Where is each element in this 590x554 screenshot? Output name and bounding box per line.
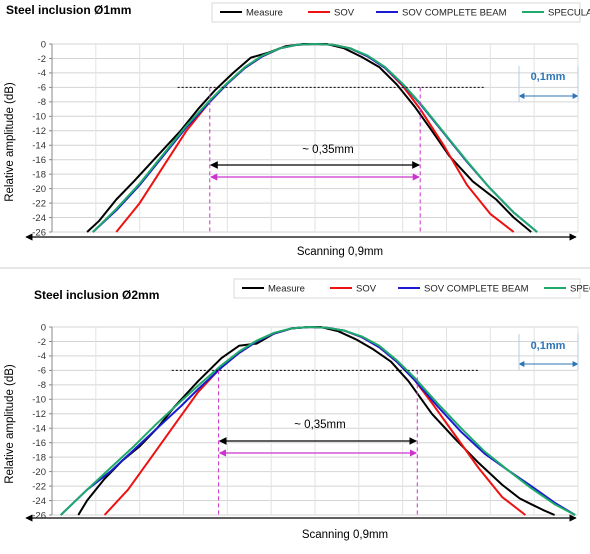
panel-1-y-axis: 0 -2 -4 -6 -8 -10 -12 -14 -16 -18 -20 -22 -24 -26: [32, 39, 53, 238]
legend-label: Measure: [246, 8, 283, 19]
y-tick-label: 0: [41, 322, 46, 333]
panel-1-series: [86, 43, 538, 233]
panel-2: Steel inclusion Ø2mm Measure SOV SOV COMPL…: [4, 278, 590, 541]
y-tick-label: -16: [32, 438, 46, 449]
y-tick-label: -16: [32, 155, 46, 166]
series-line: [60, 326, 576, 516]
panel-2-ruler-label: 0,1mm: [531, 340, 566, 352]
panel-1-ruler-label: 0,1mm: [531, 71, 566, 83]
panel-2-scan-label: Scanning 0,9mm: [302, 529, 388, 541]
y-tick-label: -2: [38, 54, 46, 65]
y-tick-label: -20: [32, 467, 46, 478]
y-tick-label: -6: [38, 366, 46, 377]
legend-label: SOV COMPLETE BEAM: [402, 8, 507, 19]
panel-1-scan-label: Scanning 0,9mm: [297, 246, 383, 258]
panel-1: Steel inclusion Ø1mm Measure SOV SOV COMPL…: [4, 2, 590, 258]
panel-2-annotations: [25, 334, 579, 522]
panel-2-legend: Measure SOV SOV COMPLETE BEAM SPECULAR: [233, 278, 590, 299]
panel-2-width-label: ~ 0,35mm: [294, 419, 345, 431]
y-tick-label: -8: [38, 97, 46, 108]
legend-label: SOV: [356, 284, 377, 295]
legend-label: SOV COMPLETE BEAM: [424, 284, 529, 295]
panel-1-y-axis-label: Relative amplitude (dB): [4, 82, 16, 202]
panel-2-title: Steel inclusion Ø2mm: [34, 288, 159, 302]
panel-2-series: [60, 326, 576, 516]
y-tick-label: -22: [32, 481, 46, 492]
y-tick-label: -12: [32, 409, 46, 420]
y-tick-label: -20: [32, 184, 46, 195]
panel-1-legend: Measure SOV SOV COMPLETE BEAM SPECULAR: [211, 2, 590, 23]
panel-1-annotations: [25, 66, 579, 241]
series-line: [92, 43, 538, 233]
y-tick-label: -18: [32, 452, 46, 463]
legend-label: SOV: [334, 8, 355, 19]
legend-label: Measure: [268, 284, 305, 295]
y-tick-label: -18: [32, 169, 46, 180]
y-tick-label: -24: [32, 496, 46, 507]
legend-label: SPECULAR: [570, 284, 590, 295]
panel-1-width-label: ~ 0,35mm: [302, 144, 353, 156]
y-tick-label: -4: [38, 351, 46, 362]
y-tick-label: -2: [38, 337, 46, 348]
panel-1-title: Steel inclusion Ø1mm: [6, 3, 131, 17]
panel-2-y-axis-label: Relative amplitude (dB): [4, 364, 16, 484]
y-tick-label: -24: [32, 213, 46, 224]
y-tick-label: 0: [41, 39, 46, 50]
y-tick-label: -26: [32, 510, 46, 521]
y-tick-label: -10: [32, 395, 46, 406]
y-tick-label: -14: [32, 424, 46, 435]
panel-2-y-axis: 0 -2 -4 -6 -8 -10 -12 -14 -16 -18 -20 -22 -24 -26: [32, 322, 53, 521]
y-tick-label: -6: [38, 83, 46, 94]
y-tick-label: -4: [38, 68, 46, 79]
legend-label: SPECULAR: [548, 8, 590, 19]
y-tick-label: -22: [32, 198, 46, 209]
y-tick-label: -14: [32, 141, 46, 152]
y-tick-label: -8: [38, 380, 46, 391]
y-tick-label: -10: [32, 112, 46, 123]
series-line: [86, 43, 532, 233]
y-tick-label: -12: [32, 126, 46, 137]
y-tick-label: -26: [32, 227, 46, 238]
